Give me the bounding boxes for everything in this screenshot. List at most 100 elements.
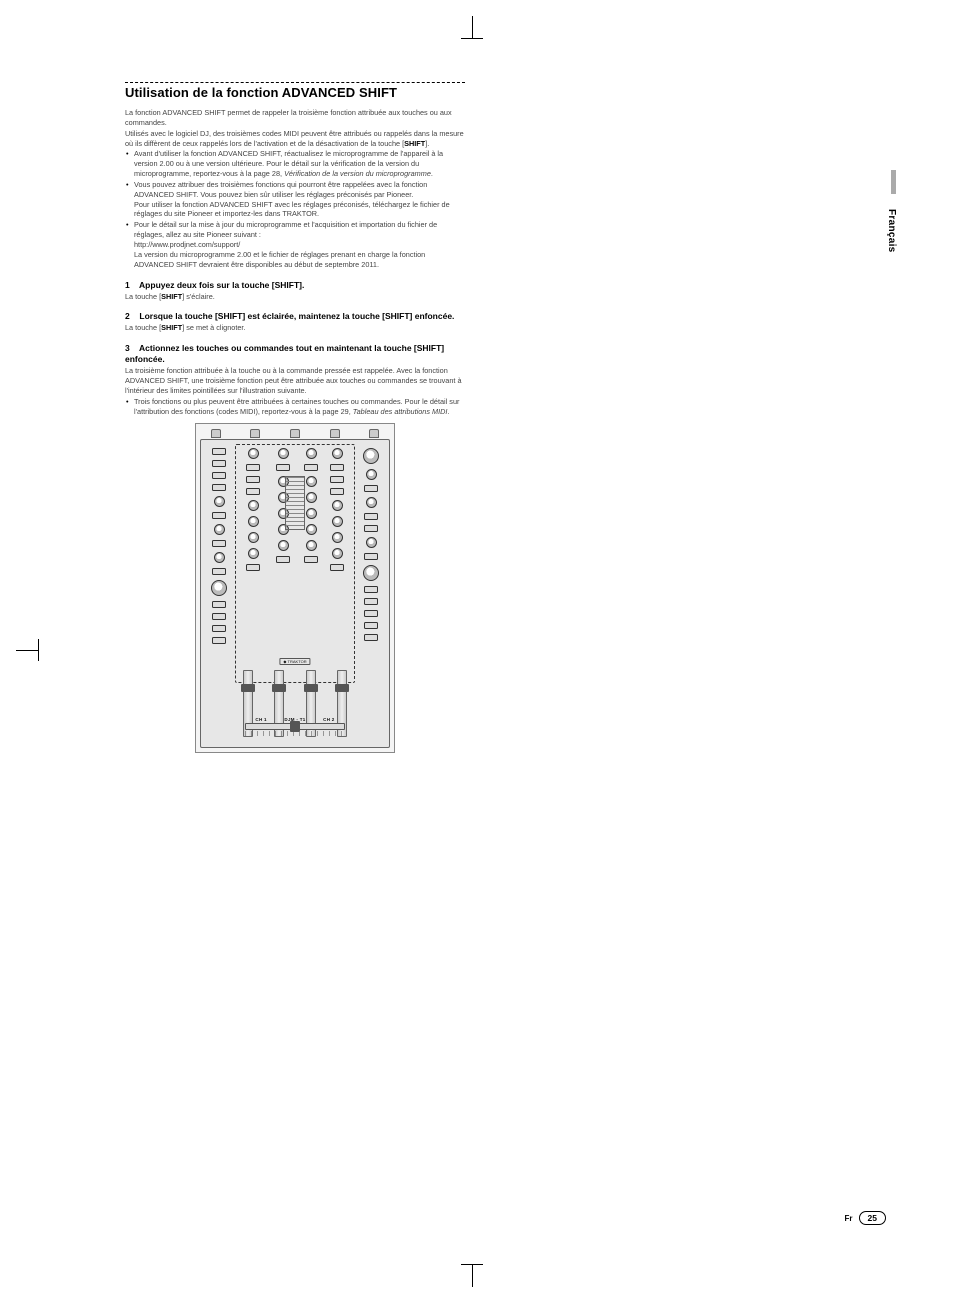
button-icon: [212, 540, 226, 547]
step-3-heading: 3 Actionnez les touches ou commandes tou…: [125, 343, 465, 365]
intro-bullet-2: Vous pouvez attribuer des troisièmes fon…: [125, 180, 465, 219]
knob-icon: [248, 500, 259, 511]
connector-icon: [250, 429, 260, 438]
step-1-body-bold: SHIFT: [161, 292, 182, 301]
intro-bullet-3: Pour le détail sur la mise à jour du mic…: [125, 220, 465, 269]
button-icon: [364, 525, 378, 532]
side-language-tab: Français: [886, 170, 900, 253]
button-icon: [330, 564, 344, 571]
step-3-bullet: Trois fonctions ou plus peuvent être att…: [125, 397, 465, 417]
cropmark-left-vertical: [38, 639, 39, 661]
crossfader-ch2-label: CH 2: [323, 717, 334, 722]
bullet-3-line-2: http://www.prodjnet.com/support/: [134, 240, 240, 249]
intro-paragraph-1: La fonction ADVANCED SHIFT permet de rap…: [125, 108, 465, 128]
button-icon: [330, 464, 344, 471]
step-2-num: 2: [125, 311, 137, 322]
bullet-1-tail: .: [431, 169, 433, 178]
button-icon: [212, 625, 226, 632]
knob-icon: [214, 552, 225, 563]
button-icon: [212, 601, 226, 608]
button-icon: [212, 512, 226, 519]
step-1-body-b: ] s'éclaire.: [182, 292, 215, 301]
button-icon: [276, 464, 290, 471]
button-icon: [246, 464, 260, 471]
step-3-body: La troisième fonction attribuée à la tou…: [125, 366, 465, 396]
button-icon: [276, 556, 290, 563]
bullet-2-line-1: Vous pouvez attribuer des troisièmes fon…: [134, 180, 427, 199]
section-title: Utilisation de la fonction ADVANCED SHIF…: [125, 85, 465, 100]
intro-bullet-list: Avant d'utiliser la fonction ADVANCED SH…: [125, 149, 465, 269]
button-icon: [212, 613, 226, 620]
step-1-body: La touche [SHIFT] s'éclaire.: [125, 292, 465, 302]
step-3-heading-text: Actionnez les touches ou commandes tout …: [125, 343, 444, 364]
knob-icon: [332, 548, 343, 559]
button-icon: [212, 472, 226, 479]
cropmark-top-horizontal: [461, 38, 483, 39]
button-icon: [330, 476, 344, 483]
button-icon: [246, 476, 260, 483]
knob-icon: [248, 548, 259, 559]
button-icon: [364, 622, 378, 629]
knob-icon: [306, 508, 317, 519]
knob-icon: [332, 516, 343, 527]
button-icon: [364, 610, 378, 617]
intro-bullet-1: Avant d'utiliser la fonction ADVANCED SH…: [125, 149, 465, 179]
knob-icon: [278, 540, 289, 551]
step-2-body-b: ] se met à clignoter.: [182, 323, 245, 332]
knob-icon: [332, 448, 343, 459]
page-frame: Utilisation de la fonction ADVANCED SHIF…: [70, 70, 884, 1233]
step-3-bullet-list: Trois fonctions ou plus peuvent être att…: [125, 397, 465, 417]
step-2-body-a: La touche [: [125, 323, 161, 332]
crossfader-icon: [245, 723, 345, 730]
button-icon: [212, 460, 226, 467]
knob-icon: [366, 537, 377, 548]
button-icon: [304, 556, 318, 563]
knob-icon: [366, 469, 377, 480]
mixer-right-outer-column: [359, 448, 383, 679]
side-tab-marker: [891, 170, 896, 194]
knob-icon: [248, 516, 259, 527]
button-icon: [212, 568, 226, 575]
step-1-num: 1: [125, 280, 137, 291]
button-icon: [364, 513, 378, 520]
mixer-body: ◆ TRAKTOR CH 1 DJM - T1 CH 2: [200, 439, 390, 748]
intro-shift-bold: SHIFT: [404, 139, 425, 148]
bullet-2-line-2: Pour utiliser la fonction ADVANCED SHIFT…: [134, 200, 450, 219]
button-icon: [330, 488, 344, 495]
big-knob-icon: [363, 448, 379, 464]
bullet-3-line-1: Pour le détail sur la mise à jour du mic…: [134, 220, 437, 239]
button-icon: [364, 485, 378, 492]
step-1-heading-text: Appuyez deux fois sur la touche [SHIFT].: [139, 280, 304, 290]
mixer-diagram: ◆ TRAKTOR CH 1 DJM - T1 CH 2: [195, 423, 395, 753]
main-content-column: Utilisation de la fonction ADVANCED SHIF…: [125, 82, 465, 753]
step-2-heading: 2 Lorsque la touche [SHIFT] est éclairée…: [125, 311, 465, 322]
knob-icon: [248, 532, 259, 543]
intro-text: La fonction ADVANCED SHIFT permet de rap…: [125, 108, 465, 148]
big-knob-icon: [363, 565, 379, 581]
step-2-body-bold: SHIFT: [161, 323, 182, 332]
connector-icon: [290, 429, 300, 438]
cropmark-bottom-horizontal: [461, 1264, 483, 1265]
page-footer: Fr 25: [845, 1211, 886, 1225]
crossfader-ch1-label: CH 1: [255, 717, 266, 722]
knob-icon: [278, 448, 289, 459]
button-icon: [364, 553, 378, 560]
button-icon: [304, 464, 318, 471]
mixer-top-connectors: [196, 424, 394, 438]
knob-icon: [332, 532, 343, 543]
side-language-label: Français: [886, 209, 897, 253]
intro-paragraph-2: Utilisés avec le logiciel DJ, des troisi…: [125, 129, 465, 149]
knob-icon: [306, 476, 317, 487]
button-icon: [246, 564, 260, 571]
button-icon: [364, 634, 378, 641]
footer-language-code: Fr: [845, 1214, 853, 1223]
connector-icon: [369, 429, 379, 438]
knob-icon: [214, 524, 225, 535]
bullet-3-line-3: La version du microprogramme 2.00 et le …: [134, 250, 425, 269]
button-icon: [246, 488, 260, 495]
step-3-bullet-b: .: [447, 407, 449, 416]
footer-page-number: 25: [859, 1211, 886, 1225]
step-3-bullet-italic: Tableau des attributions MIDI: [353, 407, 448, 416]
button-icon: [212, 448, 226, 455]
step-3-body-plain: La troisième fonction attribuée à la tou…: [125, 366, 465, 396]
